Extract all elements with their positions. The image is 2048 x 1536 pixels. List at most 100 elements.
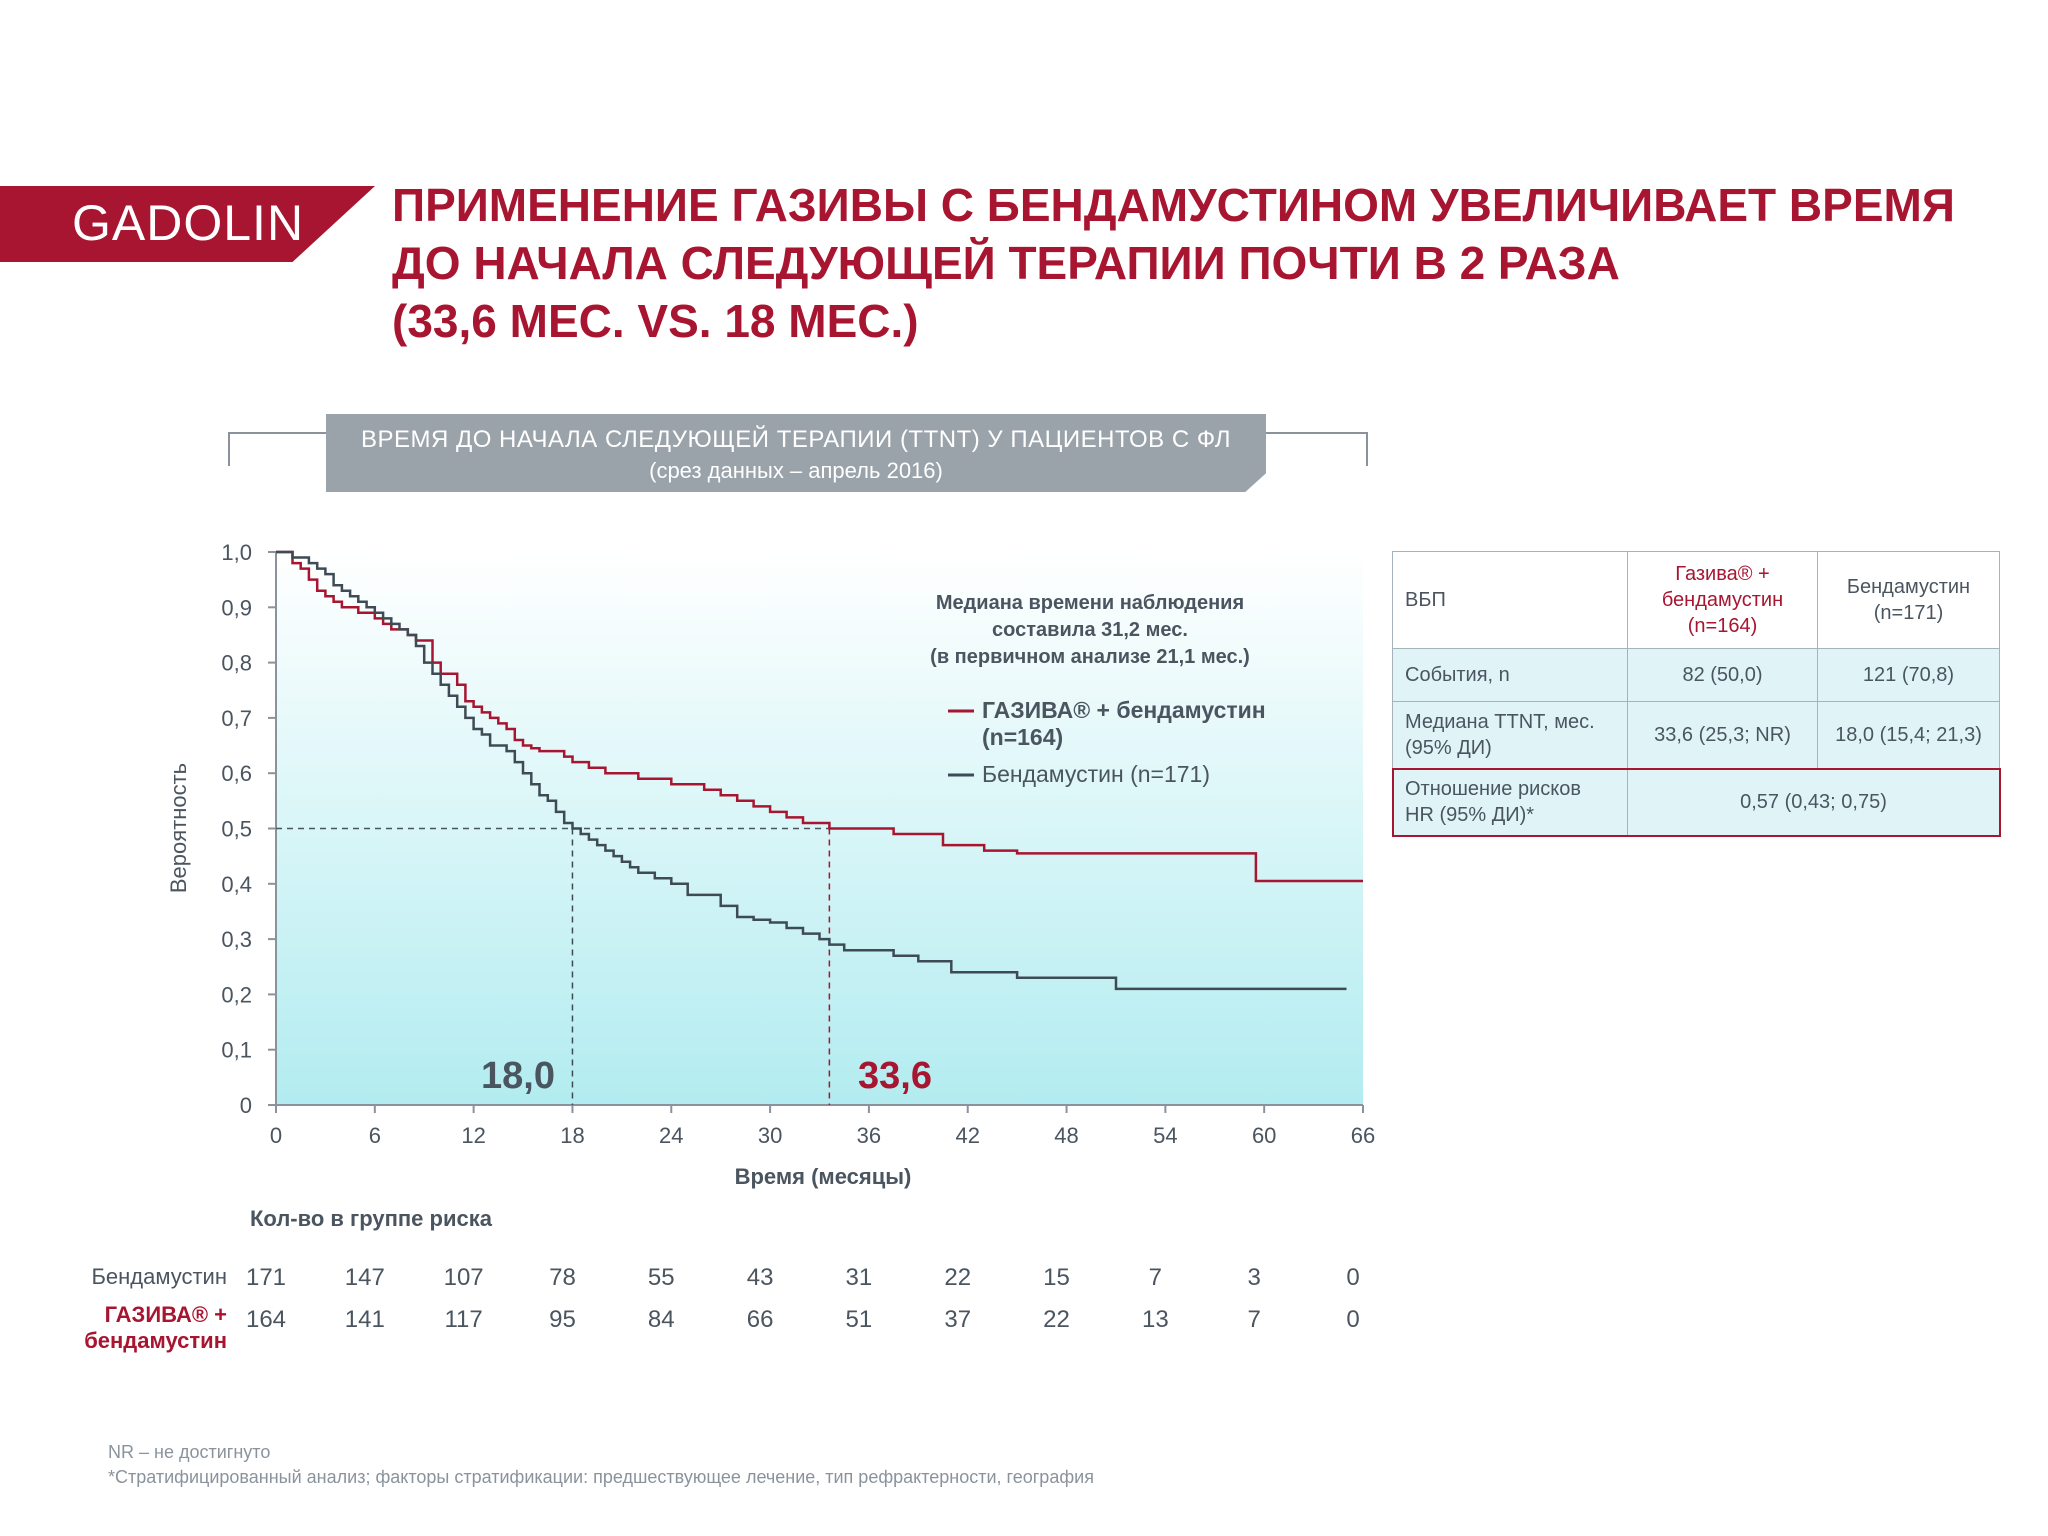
table-cell-label-line: Отношение рисков: [1405, 778, 1581, 800]
km-curve-gazyva: [276, 550, 1363, 883]
x-axis-label: Время (месяцы): [735, 1164, 912, 1189]
table-cell-label-line: HR (95% ДИ)*: [1405, 804, 1535, 826]
y-tick-label: 0,7: [221, 706, 252, 731]
footnote-nr: NR – не достигнуто: [108, 1442, 271, 1462]
brand-label: GADOLIN: [72, 195, 305, 251]
risk-value: 66: [746, 1306, 774, 1333]
risk-row-label-line: ГАЗИВА® +: [104, 1302, 227, 1327]
risk-value: 7: [1247, 1306, 1261, 1333]
annotation-line-2: составила 31,2 мес.: [992, 619, 1188, 641]
y-axis-label: Вероятность: [166, 763, 191, 893]
table-header-label: ВБП: [1392, 551, 1628, 649]
table-header-bendamustine: Бендамустин (n=171): [1817, 551, 2000, 649]
risk-value: 15: [1043, 1264, 1070, 1291]
table-header-gazyva-line: (n=164): [1687, 615, 1758, 637]
x-tick-label: 0: [270, 1123, 282, 1148]
table-row: ВБП Газива® + бендамустин (n=164) Бендам…: [1392, 551, 2000, 649]
y-tick-label: 0,4: [221, 872, 252, 897]
legend-label-gazyva: ГАЗИВА® + бендамустин: [982, 697, 1266, 723]
table-cell-label-line: Медиана TTNT, мес.: [1405, 711, 1595, 733]
title-line-1: ПРИМЕНЕНИЕ ГАЗИВЫ С БЕНДАМУСТИНОМ УВЕЛИЧ…: [392, 179, 1955, 231]
risk-value: 22: [1043, 1306, 1070, 1333]
risk-value: 13: [1142, 1306, 1169, 1333]
table-cell-label-line: (95% ДИ): [1405, 737, 1492, 759]
y-tick-label: 0,6: [221, 761, 252, 786]
km-curve-bendamustine: [276, 550, 1347, 991]
risk-value: 7: [1148, 1264, 1163, 1291]
summary-table: ВБП Газива® + бендамустин (n=164) Бендам…: [1391, 551, 2001, 837]
risk-value: 22: [944, 1264, 972, 1291]
brand-tag: GADOLIN: [0, 186, 375, 262]
subtitle-line-2: (срез данных – апрель 2016): [649, 458, 943, 483]
risk-row-gazyva: ГАЗИВА® + бендамустин 164 141 117 95 84 66 51 3…: [0, 1302, 1400, 1353]
table-cell-hr-value: 0,57 (0,43; 0,75): [1627, 768, 2000, 836]
table-header-gazyva: Газива® + бендамустин (n=164): [1627, 551, 1818, 649]
risk-value: 51: [845, 1306, 873, 1333]
table-header-gazyva-line: бендамустин: [1661, 589, 1784, 611]
title-line-3: (33,6 МЕС. VS. 18 МЕС.): [392, 295, 919, 347]
x-tick-label: 42: [955, 1123, 979, 1148]
risk-value: 147: [344, 1264, 385, 1291]
table-cell-label: События, n: [1392, 648, 1628, 702]
median-label-bendamustine: 18,0: [481, 1055, 555, 1097]
page-title: ПРИМЕНЕНИЕ ГАЗИВЫ С БЕНДАМУСТИНОМ УВЕЛИЧ…: [392, 176, 2012, 350]
title-line-2: ДО НАЧАЛА СЛЕДУЮЩЕЙ ТЕРАПИИ ПОЧТИ В 2 РА…: [392, 237, 1620, 289]
risk-value: 164: [245, 1306, 287, 1333]
legend-label-bendamustine: Бендамустин (n=171): [982, 761, 1210, 787]
table-row: События, n 82 (50,0) 121 (70,8): [1392, 648, 2000, 702]
risk-row-bendamustine: Бендамустин 171 147 107 78 55 43 31 22 15 7 3 0: [0, 1264, 1400, 1296]
y-tick-label: 0,9: [221, 595, 252, 620]
x-tick-label: 60: [1252, 1123, 1276, 1148]
x-tick-label: 12: [461, 1123, 485, 1148]
risk-value: 107: [443, 1264, 484, 1291]
risk-value: 0: [1346, 1264, 1360, 1291]
table-cell-bendamustine: 18,0 (15,4; 21,3): [1817, 701, 2000, 769]
annotation-line-3: (в первичном анализе 21,1 мес.): [930, 646, 1250, 668]
x-tick-label: 24: [659, 1123, 683, 1148]
median-label-gazyva: 33,6: [858, 1055, 932, 1097]
risk-value: 31: [845, 1264, 873, 1291]
y-tick-label: 0,8: [221, 651, 252, 676]
table-row: Медиана TTNT, мес. (95% ДИ) 33,6 (25,3; …: [1392, 701, 2000, 769]
risk-value: 95: [549, 1306, 576, 1333]
risk-value: 43: [746, 1264, 774, 1291]
risk-row-label-line: бендамустин: [84, 1328, 227, 1353]
risk-table-title: Кол-во в группе риска: [250, 1206, 492, 1231]
table-header-bendamustine-line: Бендамустин: [1846, 576, 1971, 598]
risk-row-label: ГАЗИВА® + бендамустин: [84, 1302, 227, 1354]
risk-value: 37: [944, 1306, 972, 1333]
risk-value: 3: [1247, 1264, 1261, 1291]
footnote-stratified: *Стратифицированный анализ; факторы стра…: [108, 1467, 1094, 1487]
risk-value: 78: [549, 1264, 576, 1291]
risk-row-label: Бендамустин: [91, 1264, 227, 1289]
legend-label-gazyva-n: (n=164): [982, 724, 1063, 750]
x-tick-label: 6: [369, 1123, 381, 1148]
table-cell-gazyva: 82 (50,0): [1627, 648, 1818, 702]
y-tick-label: 0,3: [221, 927, 252, 952]
risk-value: 171: [245, 1264, 287, 1291]
risk-value: 55: [647, 1264, 675, 1291]
y-tick-label: 0,5: [221, 817, 252, 842]
risk-value: 141: [344, 1306, 385, 1333]
risk-value: 0: [1346, 1306, 1360, 1333]
subtitle-line-1: ВРЕМЯ ДО НАЧАЛА СЛЕДУЮЩЕЙ ТЕРАПИИ (TTNT)…: [360, 426, 1232, 453]
risk-value: 117: [444, 1306, 483, 1333]
table-cell-gazyva: 33,6 (25,3; NR): [1627, 701, 1818, 769]
x-tick-label: 48: [1054, 1123, 1078, 1148]
table-header-bendamustine-line: (n=171): [1873, 602, 1944, 624]
annotation-line-1: Медиана времени наблюдения: [936, 592, 1244, 614]
y-tick-label: 0,2: [221, 982, 252, 1007]
table-row-hazard-ratio: Отношение рисков HR (95% ДИ)* 0,57 (0,43…: [1391, 767, 2001, 837]
y-tick-label: 0: [240, 1093, 252, 1118]
table-header-gazyva-line: Газива® +: [1675, 563, 1770, 585]
x-tick-label: 18: [560, 1123, 584, 1148]
table-cell-label: Медиана TTNT, мес. (95% ДИ): [1392, 701, 1628, 769]
x-tick-label: 54: [1153, 1123, 1177, 1148]
x-tick-label: 36: [857, 1123, 881, 1148]
y-tick-label: 0,1: [221, 1038, 252, 1063]
table-cell-label: Отношение рисков HR (95% ДИ)*: [1392, 768, 1628, 836]
x-tick-label: 66: [1351, 1123, 1375, 1148]
table-cell-bendamustine: 121 (70,8): [1817, 648, 2000, 702]
x-tick-label: 30: [758, 1123, 782, 1148]
